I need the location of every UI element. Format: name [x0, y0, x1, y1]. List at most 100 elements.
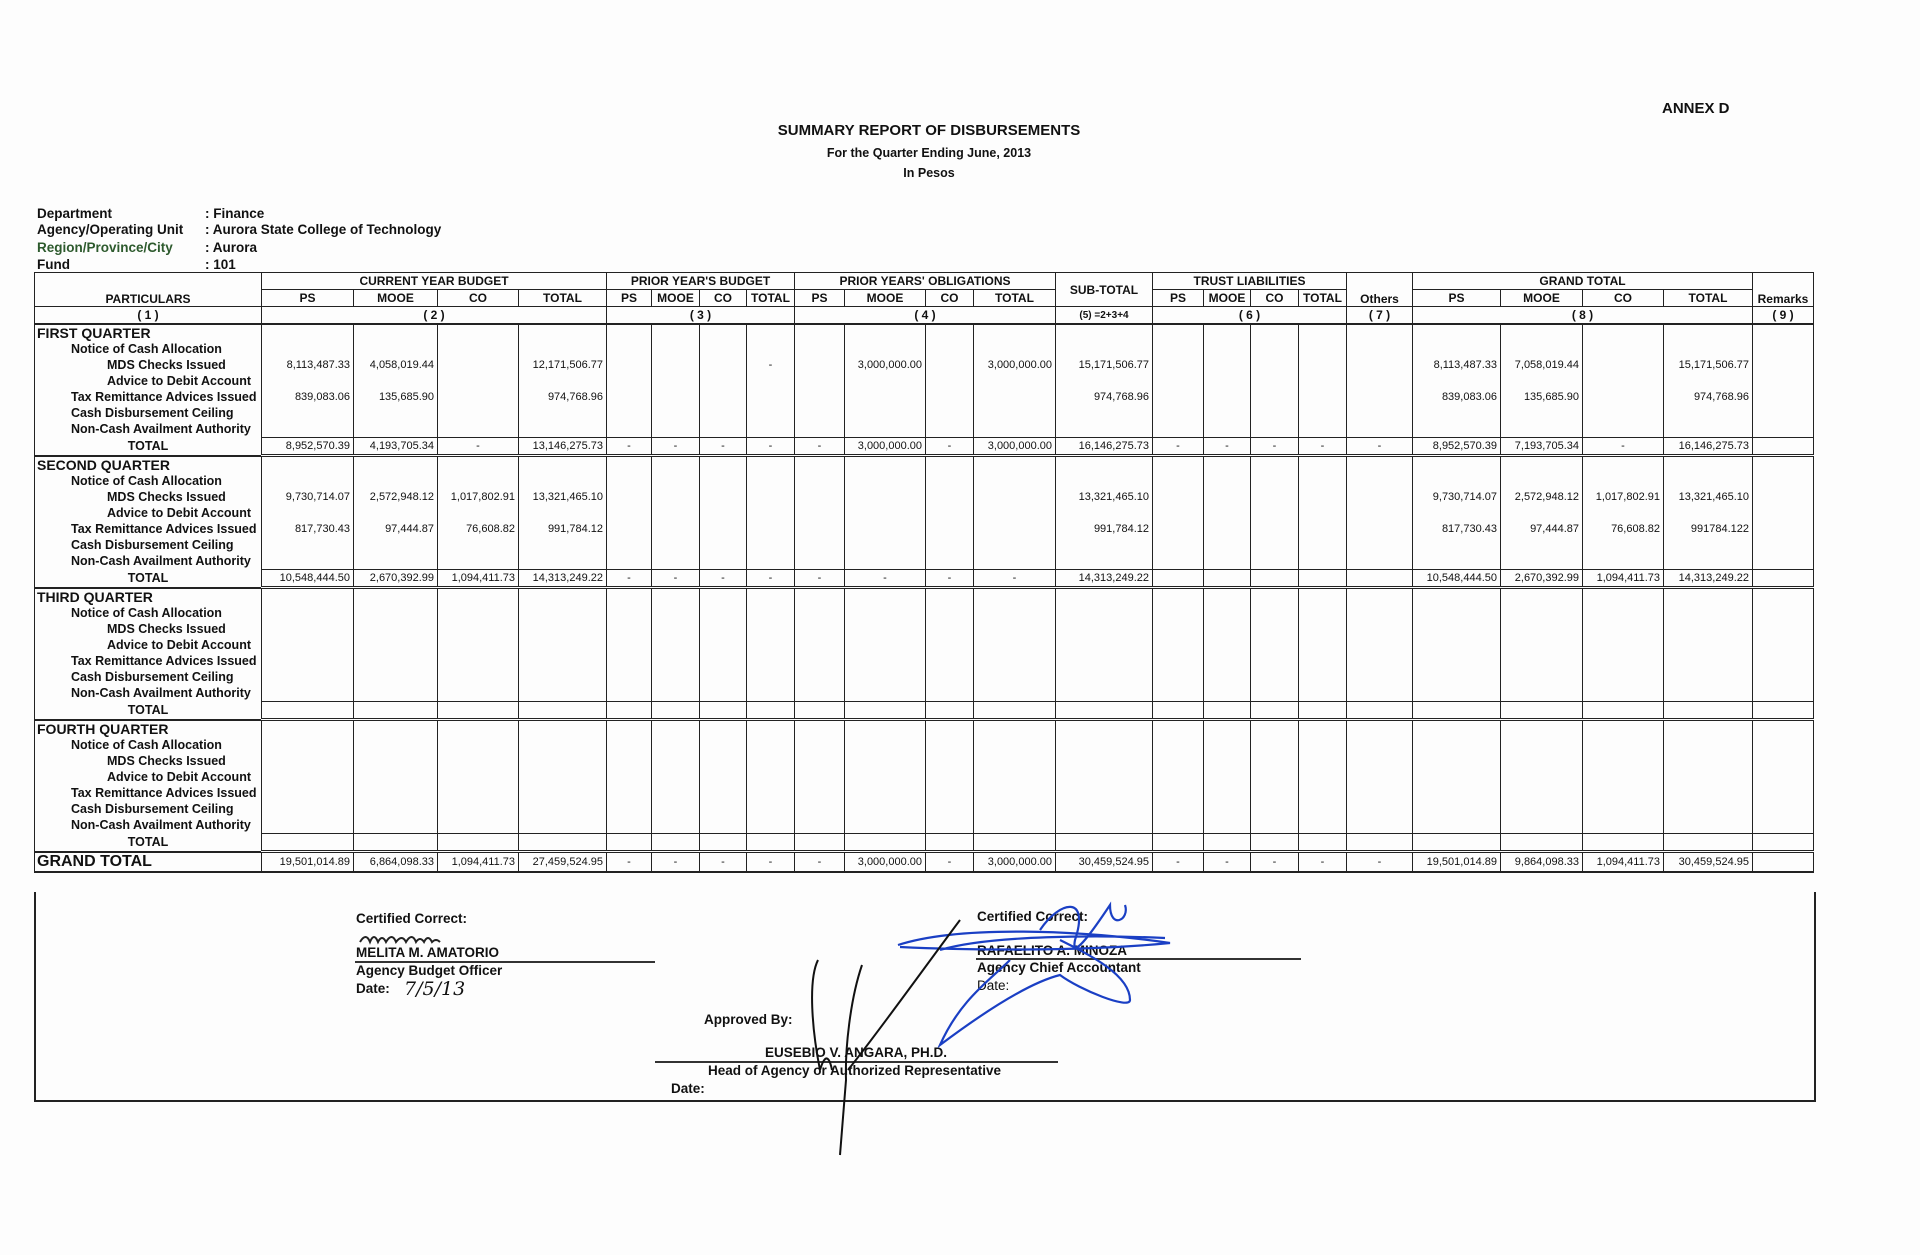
cell-value: [699, 769, 747, 785]
cell-value: [925, 421, 974, 438]
cell-value: [1346, 389, 1413, 405]
cell-value: [1500, 669, 1583, 685]
cell-value: [1663, 373, 1753, 389]
cell-value: [794, 785, 845, 801]
cell-value: [606, 801, 652, 817]
table-row: Cash Disbursement Ceiling: [34, 669, 1814, 685]
table-row: Tax Remittance Advices Issued 817,730.43 9…: [34, 521, 1814, 537]
cell-value: -: [1346, 437, 1413, 457]
cell-value: [699, 323, 747, 341]
cell-value: [606, 389, 652, 405]
cell-value: [1412, 505, 1501, 521]
cell-value: [973, 605, 1056, 621]
cell-value: [437, 405, 519, 421]
cell-value: [1752, 473, 1814, 489]
cell-value: [1152, 718, 1204, 737]
row-label: GRAND TOTAL: [34, 850, 262, 873]
cell-value: [1752, 769, 1814, 785]
cell-value: [925, 521, 974, 537]
cell-value: [1055, 785, 1153, 801]
cell-value: [606, 505, 652, 521]
cell-value: [844, 473, 926, 489]
cell-value: -: [925, 569, 974, 589]
cell-value: [437, 833, 519, 853]
cell-value: [1500, 769, 1583, 785]
cell-value: [1582, 405, 1664, 421]
cell-value: -: [844, 569, 926, 589]
cell-value: [1055, 621, 1153, 637]
cell-value: [437, 653, 519, 669]
cell-value: [794, 553, 845, 570]
cell-value: [1346, 718, 1413, 737]
cell-value: [699, 537, 747, 553]
cell-value: [1500, 801, 1583, 817]
cell-value: [518, 537, 607, 553]
cell-value: [437, 389, 519, 405]
cell-value: [925, 473, 974, 489]
subheader-prior-year-budget-mooe: MOOE: [651, 289, 700, 307]
cell-value: [746, 685, 795, 702]
subheader-prior-year-budget-ps: PS: [606, 289, 652, 307]
cell-value: [1250, 454, 1299, 473]
cell-value: -: [699, 569, 747, 589]
cell-value: [1055, 421, 1153, 438]
approved-by-caption: Approved By:: [704, 1012, 793, 1027]
cell-value: [699, 753, 747, 769]
cell-value: [844, 389, 926, 405]
cell-value: [973, 537, 1056, 553]
cell-value: [746, 489, 795, 505]
cell-value: 76,608.82: [437, 521, 519, 537]
cell-value: 7,193,705.34: [1500, 437, 1583, 457]
cell-value: [844, 454, 926, 473]
cell-value: [1203, 621, 1251, 637]
cell-value: [1582, 537, 1664, 553]
cell-value: [606, 586, 652, 605]
cell-value: [973, 473, 1056, 489]
cell-value: -: [794, 437, 845, 457]
cell-value: [1582, 505, 1664, 521]
cell-value: [1055, 537, 1153, 553]
cell-value: 3,000,000.00: [973, 357, 1056, 373]
cell-value: [1412, 586, 1501, 605]
cell-value: -: [794, 569, 845, 589]
cell-value: [973, 586, 1056, 605]
cell-value: [518, 505, 607, 521]
cell-value: [1663, 653, 1753, 669]
cell-value: [1500, 421, 1583, 438]
cell-value: [1500, 505, 1583, 521]
cell-value: [973, 454, 1056, 473]
cell-value: [1152, 586, 1204, 605]
cell-value: [794, 489, 845, 505]
table-row: Tax Remittance Advices Issued: [34, 653, 1814, 669]
subheader-trust-liabilities-mooe: MOOE: [1203, 289, 1251, 307]
cell-value: [973, 489, 1056, 505]
cell-value: [518, 833, 607, 853]
row-label: Notice of Cash Allocation: [34, 341, 262, 357]
row-label: Tax Remittance Advices Issued: [34, 785, 262, 801]
cell-value: [1582, 817, 1664, 834]
cell-value: [1203, 737, 1251, 753]
cell-value: [1250, 553, 1299, 570]
cell-value: [1298, 505, 1347, 521]
cell-value: [844, 833, 926, 853]
accountant-certified-caption: Certified Correct:: [977, 909, 1089, 924]
row-label: Tax Remittance Advices Issued: [34, 653, 262, 669]
cell-value: [794, 473, 845, 489]
col-number: ( 1 ): [34, 306, 262, 325]
cell-value: [1298, 685, 1347, 702]
cell-value: [1663, 553, 1753, 570]
cell-value: [925, 737, 974, 753]
cell-value: [353, 505, 438, 521]
cell-value: [1298, 785, 1347, 801]
cell-value: [1346, 737, 1413, 753]
col-number: ( 8 ): [1412, 306, 1753, 325]
cell-value: [1203, 605, 1251, 621]
cell-value: [606, 737, 652, 753]
cell-value: [844, 753, 926, 769]
cell-value: [606, 685, 652, 702]
table-row: Notice of Cash Allocation: [34, 473, 1814, 489]
cell-value: [1663, 605, 1753, 621]
cell-value: [1203, 685, 1251, 702]
table-row: MDS Checks Issued: [34, 753, 1814, 769]
cell-value: [699, 605, 747, 621]
